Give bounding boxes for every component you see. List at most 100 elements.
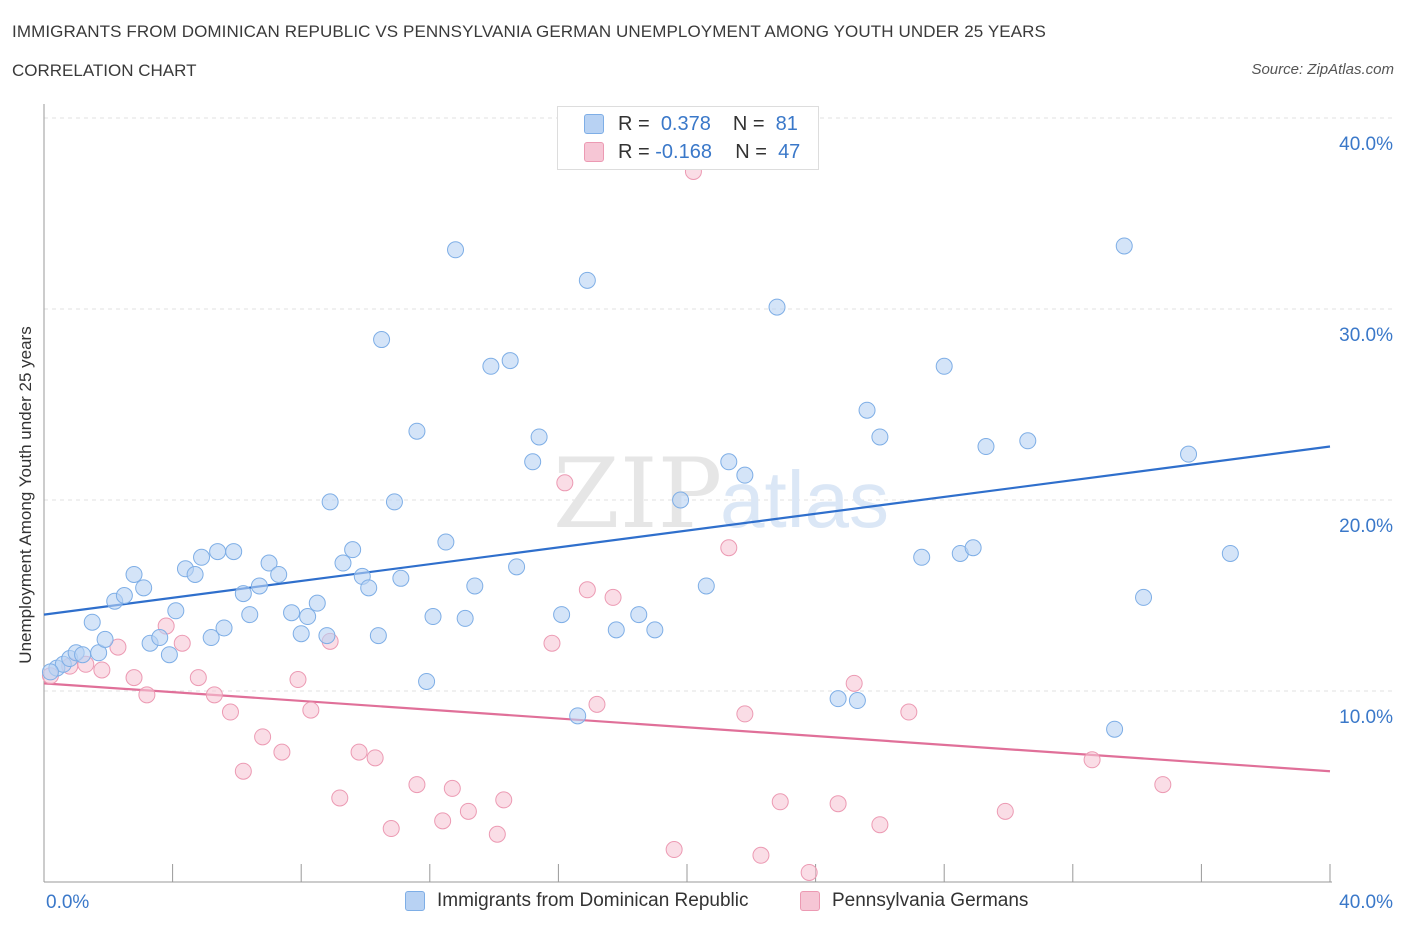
data-point-dominican xyxy=(607,621,625,639)
data-point-pennsylvania xyxy=(588,695,606,713)
data-point-dominican xyxy=(186,565,204,583)
data-point-pennsylvania xyxy=(845,674,863,692)
data-point-dominican xyxy=(125,565,143,583)
data-point-pennsylvania xyxy=(443,779,461,797)
data-point-pennsylvania xyxy=(138,686,156,704)
data-point-dominican xyxy=(83,613,101,631)
legend-r-label: R = xyxy=(618,140,650,163)
data-point-dominican xyxy=(318,627,336,645)
data-point-dominican xyxy=(1115,237,1133,255)
data-point-dominican xyxy=(135,579,153,597)
data-point-dominican xyxy=(553,606,571,624)
data-point-pennsylvania xyxy=(273,743,291,761)
data-point-dominican xyxy=(369,627,387,645)
dominican-republic-points xyxy=(41,237,1239,738)
data-point-dominican xyxy=(96,630,114,648)
legend-row-pennsylvania: R = -0.168 N = 47 xyxy=(584,140,800,164)
data-point-pennsylvania xyxy=(488,825,506,843)
data-point-pennsylvania xyxy=(720,539,738,557)
data-point-dominican xyxy=(41,663,59,681)
data-point-pennsylvania xyxy=(800,863,818,881)
data-point-dominican xyxy=(408,422,426,440)
data-point-dominican xyxy=(225,543,243,561)
data-point-pennsylvania xyxy=(871,816,889,834)
data-point-pennsylvania xyxy=(543,634,561,652)
data-point-pennsylvania xyxy=(109,638,127,656)
y-axis-label: Unemployment Among Youth under 25 years xyxy=(16,326,35,664)
data-point-dominican xyxy=(964,539,982,557)
data-point-pennsylvania xyxy=(289,671,307,689)
data-point-dominican xyxy=(1135,588,1153,606)
data-point-pennsylvania xyxy=(665,841,683,859)
series-legend-label: Pennsylvania Germans xyxy=(832,890,1029,911)
y-tick-label: 10.0% xyxy=(1339,707,1393,728)
data-point-dominican xyxy=(437,533,455,551)
y-tick-label: 30.0% xyxy=(1339,325,1393,346)
data-point-dominican xyxy=(482,357,500,375)
data-point-pennsylvania xyxy=(189,669,207,687)
data-point-pennsylvania xyxy=(350,743,368,761)
data-point-dominican xyxy=(151,629,169,647)
data-point-dominican xyxy=(935,357,953,375)
data-point-pennsylvania xyxy=(736,705,754,723)
data-point-dominican xyxy=(392,569,410,587)
series-legend-swatch-blue xyxy=(405,891,425,911)
data-point-dominican xyxy=(524,453,542,471)
series-legend-item-dominican: Immigrants from Dominican Republic xyxy=(405,890,749,912)
data-point-dominican xyxy=(871,428,889,446)
data-point-pennsylvania xyxy=(752,846,770,864)
data-point-pennsylvania xyxy=(996,802,1014,820)
data-point-pennsylvania xyxy=(205,686,223,704)
data-point-dominican xyxy=(630,606,648,624)
data-point-dominican xyxy=(530,428,548,446)
data-point-dominican xyxy=(344,541,362,559)
series-legend-swatch-pink xyxy=(800,891,820,911)
data-point-dominican xyxy=(447,241,465,259)
data-point-dominican xyxy=(697,577,715,595)
y-tick-label: 20.0% xyxy=(1339,516,1393,537)
data-point-dominican xyxy=(209,543,227,561)
stats-legend: R = 0.378 N = 81 R = -0.168 N = 47 xyxy=(557,106,819,170)
data-point-dominican xyxy=(292,625,310,643)
data-point-pennsylvania xyxy=(234,762,252,780)
data-point-pennsylvania xyxy=(382,820,400,838)
legend-swatch-blue xyxy=(584,114,604,134)
data-point-pennsylvania xyxy=(408,776,426,794)
data-point-dominican xyxy=(418,672,436,690)
watermark-zip: ZIP xyxy=(553,438,722,550)
data-point-pennsylvania xyxy=(254,728,272,746)
data-point-pennsylvania xyxy=(829,795,847,813)
data-point-dominican xyxy=(334,554,352,572)
data-point-dominican xyxy=(466,577,484,595)
data-point-dominican xyxy=(578,271,596,289)
data-point-dominican xyxy=(1106,720,1124,738)
data-point-dominican xyxy=(646,621,664,639)
data-point-pennsylvania xyxy=(125,669,143,687)
tick-labels: 10.0% 20.0% 30.0% 40.0% 0.0% 40.0% xyxy=(46,134,1393,913)
data-point-pennsylvania xyxy=(556,474,574,492)
legend-n-value: 47 xyxy=(778,140,801,163)
data-point-dominican xyxy=(829,690,847,708)
grid-lines xyxy=(44,117,1392,692)
y-tick-label: 40.0% xyxy=(1339,134,1393,155)
series-legend-item-pennsylvania: Pennsylvania Germans xyxy=(800,890,1028,912)
source-credit: Source: ZipAtlas.com xyxy=(1251,61,1394,78)
legend-n-label: N = xyxy=(735,140,767,163)
series-legend: Immigrants from Dominican Republic Penns… xyxy=(0,890,1406,916)
chart-subtitle: CORRELATION CHART xyxy=(12,61,197,80)
data-point-dominican xyxy=(424,608,442,626)
data-point-dominican xyxy=(234,585,252,603)
x-tick-label: 40.0% xyxy=(1339,892,1393,913)
data-point-dominican xyxy=(736,466,754,484)
data-point-dominican xyxy=(569,707,587,725)
data-point-dominican xyxy=(241,606,259,624)
data-point-dominican xyxy=(385,493,403,511)
data-point-pennsylvania xyxy=(434,812,452,830)
data-point-pennsylvania xyxy=(459,802,477,820)
data-point-dominican xyxy=(260,554,278,572)
data-point-dominican xyxy=(308,594,326,612)
data-point-dominican xyxy=(299,608,317,626)
data-point-dominican xyxy=(321,493,339,511)
data-point-dominican xyxy=(858,401,876,419)
